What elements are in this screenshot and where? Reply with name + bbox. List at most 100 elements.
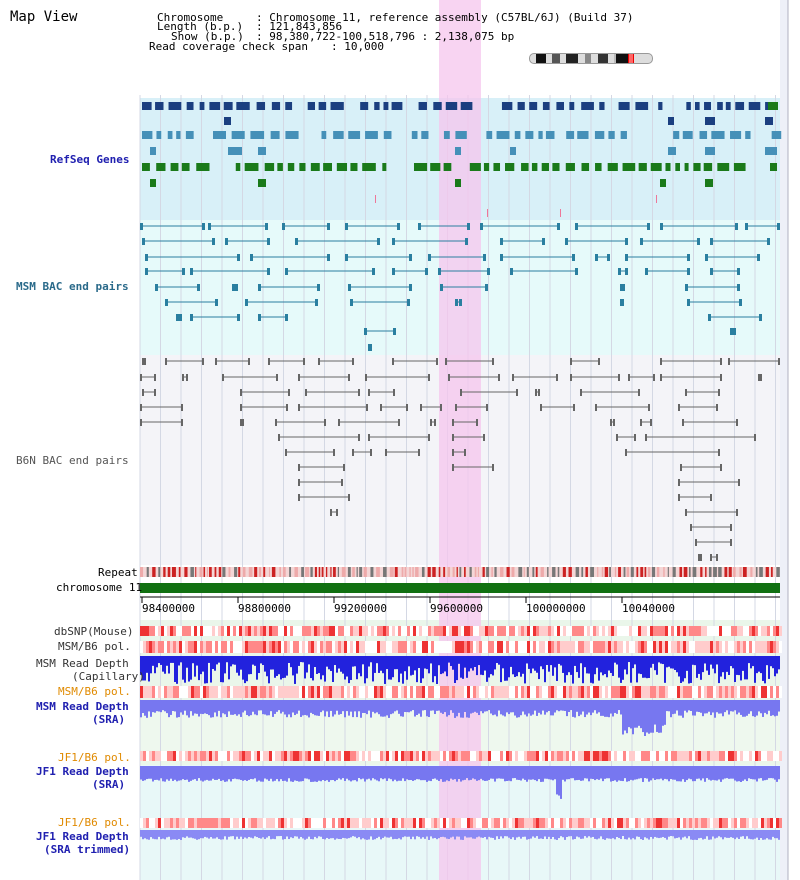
depth-bar [448, 766, 450, 782]
depth-bar [762, 656, 764, 681]
pol-cell [302, 626, 305, 636]
bac-end-marker [754, 434, 756, 441]
pol-cell [767, 818, 770, 828]
gene-block [455, 131, 467, 139]
pol-cell [506, 626, 509, 636]
pol-cell [440, 818, 443, 828]
pol-cell [503, 641, 506, 653]
depth-bar [476, 766, 478, 781]
bac-end-marker [370, 449, 372, 456]
refseq-genes-label[interactable]: RefSeq Genes [50, 153, 130, 166]
depth-bar [190, 656, 192, 680]
depth-bar [380, 766, 382, 779]
depth-bar [168, 700, 170, 718]
pol-cell [671, 751, 674, 761]
bac-end-marker [318, 358, 320, 365]
depth-bar [702, 700, 704, 717]
pol-cell [188, 626, 191, 636]
pol-cell [287, 641, 290, 653]
pol-cell [377, 626, 380, 636]
depth-bar [230, 700, 232, 715]
depth-bar [316, 700, 318, 716]
depth-bar [650, 700, 652, 733]
pol-cell [329, 641, 332, 653]
bac-end-marker [625, 449, 627, 456]
depth-bar [512, 830, 514, 838]
pol-cell [545, 686, 548, 698]
pol-cell [761, 626, 764, 636]
depth-bar [586, 700, 588, 715]
gene-block [771, 131, 782, 139]
depth-bar [344, 656, 346, 680]
pol-cell [278, 626, 281, 636]
bac-end-marker [452, 449, 454, 456]
pol-cell [254, 686, 257, 698]
repeat-mark [184, 567, 188, 577]
pol-cell [200, 686, 203, 698]
b6n-bac-label[interactable]: B6N BAC end pairs [16, 454, 129, 467]
pol-cell [311, 818, 314, 828]
pol-cell [536, 751, 539, 761]
depth-bar [776, 830, 778, 839]
gene-block [236, 102, 250, 110]
bac-end-marker [570, 374, 572, 381]
depth-bar [266, 656, 268, 677]
pol-cell [401, 751, 404, 761]
pol-cell [437, 818, 440, 828]
repeat-mark [640, 567, 644, 577]
gene-block [620, 131, 627, 139]
pol-cell [215, 641, 218, 653]
pol-cell [671, 641, 674, 653]
bac-end-marker [730, 328, 733, 335]
gene-block [581, 102, 594, 110]
msm-bac-label[interactable]: MSM BAC end pairs [16, 280, 129, 293]
pol-cell [248, 818, 251, 828]
pol-cell [407, 751, 410, 761]
depth-bar [610, 830, 612, 839]
pol-cell [509, 818, 512, 828]
depth-bar [324, 766, 326, 781]
pol-cell [569, 686, 572, 698]
pol-cell [617, 626, 620, 636]
repeat-mark [337, 567, 340, 577]
depth-bar [690, 766, 692, 780]
pol-cell [779, 751, 782, 761]
depth-bar [758, 656, 760, 672]
pol-cell [653, 641, 656, 653]
depth-bar [370, 700, 372, 718]
pol-cell [539, 641, 542, 653]
chromosome-ideogram[interactable] [529, 53, 653, 64]
depth-bar [244, 830, 246, 838]
depth-bar [498, 766, 500, 779]
pol-cell [200, 641, 203, 653]
pol-cell [425, 818, 428, 828]
depth-bar [670, 830, 672, 837]
pol-cell [554, 751, 557, 761]
pol-cell [764, 686, 767, 698]
bac-end-marker [498, 374, 500, 381]
bac-end-marker [154, 374, 156, 381]
pol-cell [431, 626, 434, 636]
depth-bar [636, 766, 638, 780]
depth-bar [274, 656, 276, 678]
pol-cell [674, 641, 677, 653]
pol-cell [521, 626, 524, 636]
depth-bar [506, 700, 508, 713]
depth-bar [342, 766, 344, 779]
depth-bar [550, 656, 552, 666]
depth-bar [204, 766, 206, 781]
pol-cell [176, 626, 179, 636]
bac-end-marker [267, 268, 270, 275]
depth-bar [668, 656, 670, 667]
depth-bar [698, 700, 700, 713]
axis-tick-label: 99200000 [334, 602, 387, 615]
pol-cell [362, 641, 365, 653]
pol-cell [491, 818, 494, 828]
pol-cell [248, 751, 251, 761]
msm-b6-pol-label-1: MSM/B6 pol. [58, 640, 131, 653]
repeat-mark [310, 567, 313, 577]
gene-block [391, 102, 403, 110]
depth-bar [384, 830, 386, 837]
depth-bar [518, 766, 520, 780]
pol-cell [653, 686, 656, 698]
